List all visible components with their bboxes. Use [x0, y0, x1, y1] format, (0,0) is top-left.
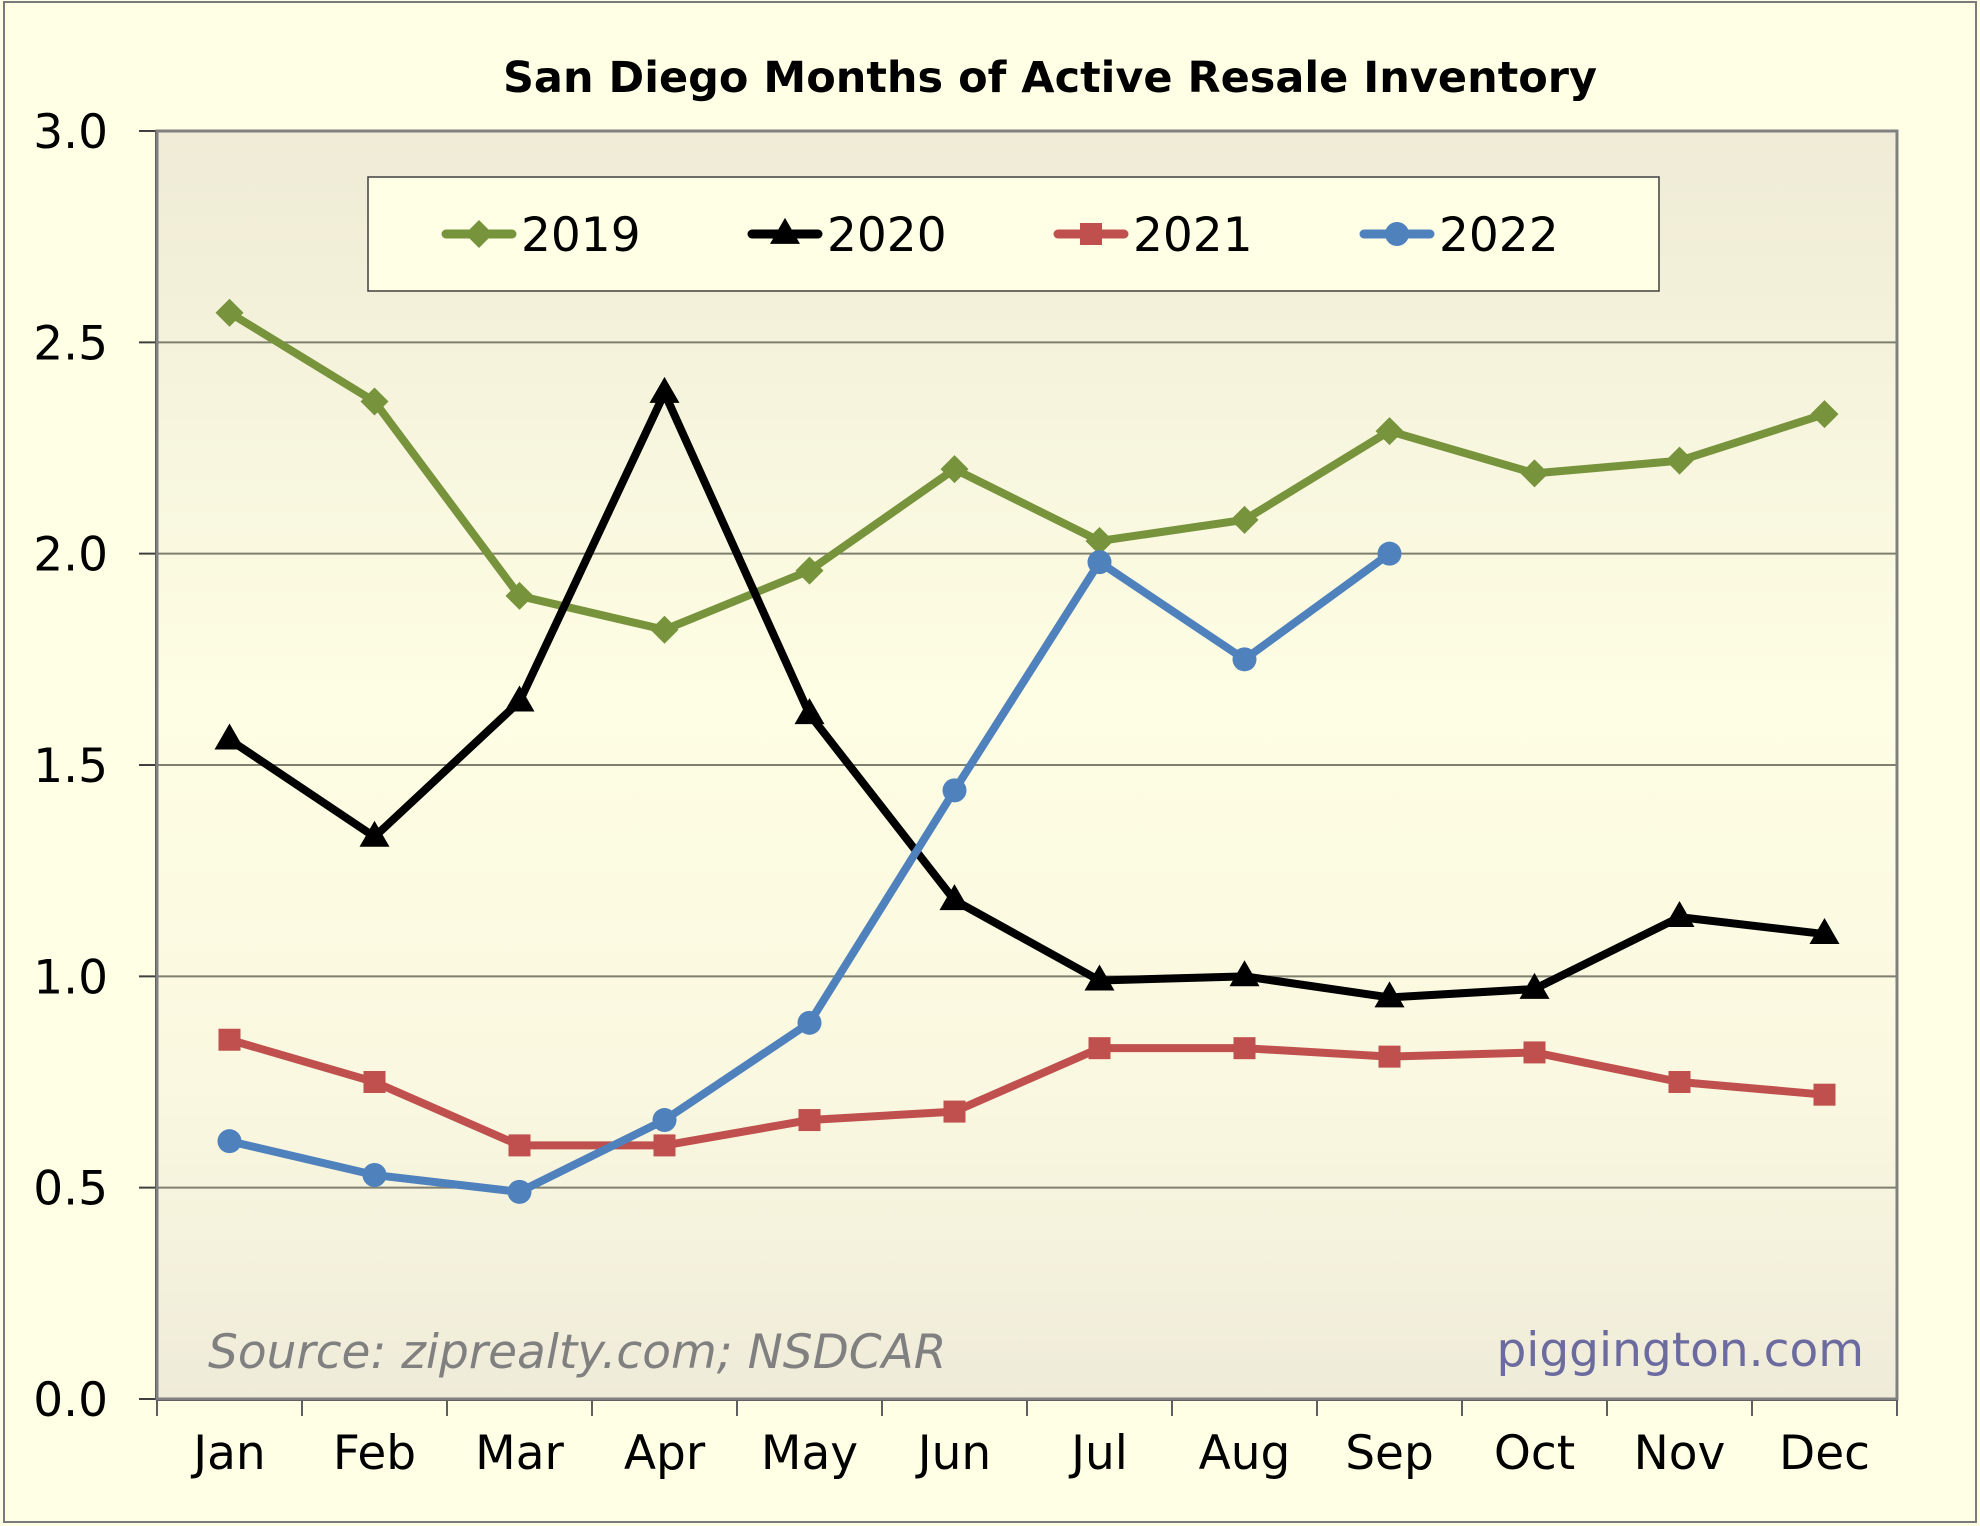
data-point-2022-jan — [217, 1129, 242, 1154]
legend-label: 2020 — [827, 208, 947, 263]
series-2022 — [217, 541, 1402, 1204]
series-2020 — [214, 376, 1840, 1008]
x-tick-label: Aug — [1199, 1426, 1291, 1481]
data-point-2021-feb — [363, 1071, 386, 1093]
data-point-2022-may — [797, 1010, 822, 1035]
series-line-2021 — [228, 1035, 1825, 1150]
data-point-2020-oct — [1519, 972, 1550, 999]
data-point-2022-sep — [1377, 541, 1402, 566]
data-point-2021-may — [798, 1109, 821, 1132]
y-tick-label: 3.0 — [33, 105, 108, 160]
legend-item-2022: 2022 — [1359, 208, 1559, 263]
data-point-2019-apr — [650, 615, 679, 644]
data-point-2021-mar — [508, 1134, 531, 1157]
data-point-2019-dec — [1810, 400, 1839, 429]
data-point-2021-oct — [1523, 1041, 1546, 1064]
data-point-2019-jan — [215, 298, 244, 327]
series-line-2020 — [227, 389, 1825, 1002]
legend-label: 2019 — [521, 208, 641, 263]
legend-label: 2022 — [1439, 208, 1559, 263]
data-point-2020-mar — [504, 685, 535, 712]
x-tick-label: Dec — [1779, 1426, 1870, 1481]
data-point-2020-jan — [214, 723, 245, 750]
data-point-2019-jul — [1085, 526, 1114, 555]
data-point-2021-jun — [943, 1100, 966, 1123]
data-point-2020-feb — [359, 820, 390, 847]
y-tick-label: 1.5 — [33, 739, 108, 794]
data-point-2019-feb — [360, 387, 389, 416]
data-point-2022-feb — [362, 1162, 387, 1187]
axes: 0.0 0.5 1.0 1.5 2.0 2.5 3.0 Jan Feb Mar Apr May Jun J… — [33, 105, 1898, 1481]
legend-marker-diamond-icon — [465, 220, 493, 248]
data-point-2022-aug — [1232, 647, 1257, 672]
data-point-2019-mar — [505, 581, 534, 610]
data-point-2022-jul — [1087, 550, 1112, 575]
x-tick-label: Apr — [624, 1426, 706, 1481]
data-point-2021-jul — [1088, 1037, 1111, 1060]
data-point-2022-jun — [942, 778, 967, 803]
legend-marker-triangle-icon — [770, 217, 800, 244]
data-point-2019-nov — [1665, 446, 1694, 475]
data-point-2021-dec — [1813, 1083, 1836, 1106]
x-tick-label: Feb — [333, 1426, 416, 1481]
data-point-2020-apr — [649, 376, 680, 403]
data-point-2021-jan — [218, 1028, 241, 1051]
legend-item-2019: 2019 — [441, 208, 641, 263]
x-tick-label: Nov — [1634, 1426, 1726, 1481]
legend-marker-square-icon — [1080, 223, 1102, 245]
data-point-2020-may — [794, 698, 825, 725]
x-tick-label: Jan — [190, 1426, 265, 1481]
y-tick-label: 0.5 — [33, 1162, 108, 1217]
series-2019 — [215, 298, 1839, 644]
legend-item-2020: 2020 — [747, 208, 947, 263]
legend-box — [367, 176, 1660, 292]
legend-marker-circle-icon — [1385, 222, 1409, 246]
x-tick-label: Oct — [1494, 1426, 1575, 1481]
data-point-2021-aug — [1233, 1037, 1256, 1060]
legend-label: 2021 — [1133, 208, 1253, 263]
data-point-2019-jun — [940, 455, 969, 484]
y-tick-label: 1.0 — [33, 950, 108, 1005]
data-point-2022-apr — [652, 1108, 677, 1133]
data-point-2019-may — [795, 556, 824, 585]
x-tick-label: Jun — [915, 1426, 991, 1481]
series-2021 — [218, 1028, 1836, 1157]
credit-annotation: piggington.com — [1496, 1323, 1864, 1378]
series-layer — [214, 298, 1840, 1204]
data-point-2020-jul — [1084, 964, 1115, 991]
data-point-2020-dec — [1809, 917, 1840, 944]
legend: 2019 2020 2021 2022 — [367, 176, 1660, 292]
data-point-2019-aug — [1230, 505, 1259, 534]
series-line-2019 — [227, 309, 1826, 634]
data-point-2021-nov — [1668, 1071, 1691, 1093]
data-point-2020-jun — [939, 884, 970, 911]
data-point-2019-sep — [1375, 417, 1404, 446]
data-point-2020-sep — [1374, 981, 1405, 1008]
plot-border — [155, 129, 1899, 1401]
data-point-2020-nov — [1664, 901, 1695, 928]
x-tick-label: May — [761, 1426, 858, 1481]
y-tick-label: 2.5 — [33, 316, 108, 371]
data-point-2021-apr — [653, 1134, 676, 1157]
x-tick-label: Jul — [1068, 1426, 1128, 1481]
data-point-2022-mar — [507, 1179, 532, 1204]
data-point-2020-aug — [1229, 960, 1260, 987]
chart-title: San Diego Months of Active Resale Invent… — [503, 53, 1597, 103]
x-tick-label: Sep — [1345, 1426, 1434, 1481]
source-annotation: Source: ziprealty.com; NSDCAR — [208, 1325, 946, 1380]
y-tick-label: 2.0 — [33, 528, 108, 583]
gridlines — [157, 341, 1897, 1189]
legend-item-2021: 2021 — [1053, 208, 1253, 263]
x-tick-label: Mar — [475, 1426, 564, 1481]
data-point-2019-oct — [1520, 459, 1549, 488]
y-tick-label: 0.0 — [33, 1373, 108, 1428]
data-point-2021-sep — [1378, 1045, 1401, 1068]
